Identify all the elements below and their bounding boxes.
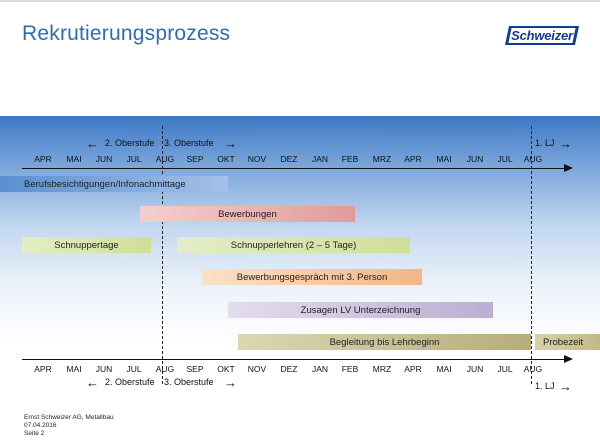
phase-probezeit: Probezeit [535, 334, 600, 350]
phase-bewerbungsgespraech: Bewerbungsgespräch mit 3. Person [202, 269, 422, 285]
month-label: APR [34, 154, 52, 164]
timeline-axis-top [22, 168, 566, 169]
month-label: AUG [155, 154, 175, 164]
month-label: JUL [126, 364, 142, 374]
month-label: SEP [186, 364, 204, 374]
top-border [0, 0, 600, 2]
month-label: MRZ [372, 154, 392, 164]
month-label: OKT [217, 364, 235, 374]
month-label: JUL [497, 364, 513, 374]
month-label: JAN [311, 154, 329, 164]
lehrjahr-label: 1. LJ [535, 138, 555, 148]
month-label: JUN [95, 154, 113, 164]
phase-schnupperlehren: Schnupperlehren (2 – 5 Tage) [177, 237, 410, 253]
stage-label-3-oberstufe: 3. Oberstufe [164, 138, 214, 148]
lehrjahr-arrow-bottom-icon: → [559, 379, 572, 394]
lehrjahr-label-bottom: 1. LJ [535, 381, 555, 391]
stage-arrow-right-icon: → [224, 136, 237, 151]
stage-arrow-right-bottom-icon: → [224, 375, 237, 390]
month-label: MAI [436, 154, 452, 164]
phase-berufsbesichtigungen: Berufsbesichtigungen/Infonachmittage [0, 176, 228, 192]
month-label: AUG [155, 364, 175, 374]
month-label: JUN [95, 364, 113, 374]
stage-label-3-oberstufe-bottom: 3. Oberstufe [164, 377, 214, 387]
month-label: FEB [341, 364, 359, 374]
month-label: AUG [523, 364, 543, 374]
timeline-axis-bottom [22, 359, 566, 360]
month-label: DEZ [280, 364, 298, 374]
phase-bewerbungen: Bewerbungen [140, 206, 355, 222]
month-label: SEP [186, 154, 204, 164]
stage-arrow-left-icon: ← [86, 136, 99, 151]
divider-august-start [162, 126, 163, 384]
month-label: MRZ [372, 364, 392, 374]
month-label: DEZ [280, 154, 298, 164]
divider-august-end [531, 126, 532, 384]
month-label: NOV [247, 154, 267, 164]
month-label: APR [404, 364, 422, 374]
month-label: JAN [311, 364, 329, 374]
footer-page: Seite 2 [24, 430, 45, 437]
axis-arrowhead-bottom-icon [564, 355, 573, 363]
month-label: MAI [436, 364, 452, 374]
lehrjahr-arrow-icon: → [559, 136, 572, 151]
month-label: JUL [497, 154, 513, 164]
phase-zusagen: Zusagen LV Unterzeichnung [228, 302, 493, 318]
footer-company: Ernst Schweizer AG, Metallbau [24, 414, 114, 421]
month-label: JUN [466, 154, 484, 164]
timeline-chart: ← 2. Oberstufe 3. Oberstufe → 1. LJ → AP… [0, 116, 600, 396]
axis-arrowhead-top-icon [564, 164, 573, 172]
month-label: MAI [66, 154, 82, 164]
month-label: APR [404, 154, 422, 164]
month-label: NOV [247, 364, 267, 374]
month-label: FEB [341, 154, 359, 164]
month-label: APR [34, 364, 52, 374]
stage-label-2-oberstufe-bottom: 2. Oberstufe [105, 377, 155, 387]
month-label: JUN [466, 364, 484, 374]
month-label: AUG [523, 154, 543, 164]
footer-date: 07.04.2016 [24, 422, 57, 429]
stage-arrow-left-bottom-icon: ← [86, 375, 99, 390]
month-label: OKT [217, 154, 235, 164]
month-label: JUL [126, 154, 142, 164]
phase-begleitung: Begleitung bis Lehrbeginn [238, 334, 531, 350]
phase-schnuppertage: Schnuppertage [22, 237, 151, 253]
month-label: MAI [66, 364, 82, 374]
schweizer-logo: Schweizer [504, 26, 580, 45]
stage-label-2-oberstufe: 2. Oberstufe [105, 138, 155, 148]
slide-title: Rekrutierungsprozess [22, 22, 231, 45]
logo-text: Schweizer [511, 28, 573, 43]
